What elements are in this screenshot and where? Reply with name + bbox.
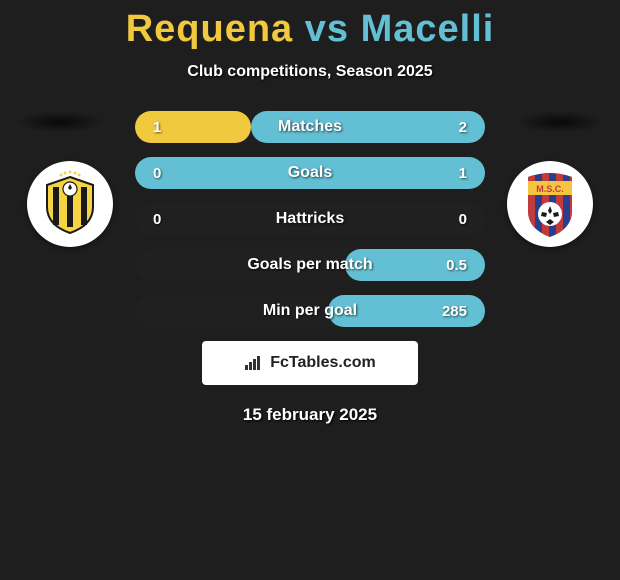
stat-value-right: 285 (437, 303, 467, 320)
stat-row: 0Hattricks0 (135, 203, 485, 235)
stat-label: Min per goal (135, 302, 485, 320)
stat-label: Hattricks (135, 210, 485, 228)
stat-label: Goals per match (135, 256, 485, 274)
stats-container: 1Matches20Goals10Hattricks0Goals per mat… (135, 111, 485, 327)
stat-label: Matches (135, 118, 485, 136)
stat-row: 0Goals1 (135, 157, 485, 189)
brand-text: FcTables.com (270, 354, 376, 372)
vs-text: vs (305, 8, 349, 50)
stat-row: 1Matches2 (135, 111, 485, 143)
subtitle: Club competitions, Season 2025 (0, 63, 620, 81)
stat-value-right: 1 (437, 165, 467, 182)
brand-box: FcTables.com (202, 341, 418, 385)
team1-badge (27, 161, 113, 247)
page-title: Requena vs Macelli (0, 0, 620, 51)
content: M.S.C. 1Matches20Goals10Hattricks0Goals … (0, 111, 620, 425)
team2-crest-icon: M.S.C. (513, 167, 587, 241)
stat-value-right: 2 (437, 119, 467, 136)
team2-name: Macelli (361, 8, 495, 50)
stat-row: Goals per match0.5 (135, 249, 485, 281)
team1-name: Requena (126, 8, 293, 50)
badge-shadow-left (15, 111, 105, 133)
stat-row: Min per goal285 (135, 295, 485, 327)
badge-right-label: M.S.C. (536, 184, 564, 194)
team2-badge: M.S.C. (507, 161, 593, 247)
stat-label: Goals (135, 164, 485, 182)
date-text: 15 february 2025 (0, 405, 620, 425)
stat-value-right: 0.5 (437, 257, 467, 274)
stat-value-right: 0 (437, 211, 467, 228)
chart-icon (244, 355, 264, 371)
team1-crest-icon (35, 169, 105, 239)
badge-shadow-right (515, 111, 605, 133)
